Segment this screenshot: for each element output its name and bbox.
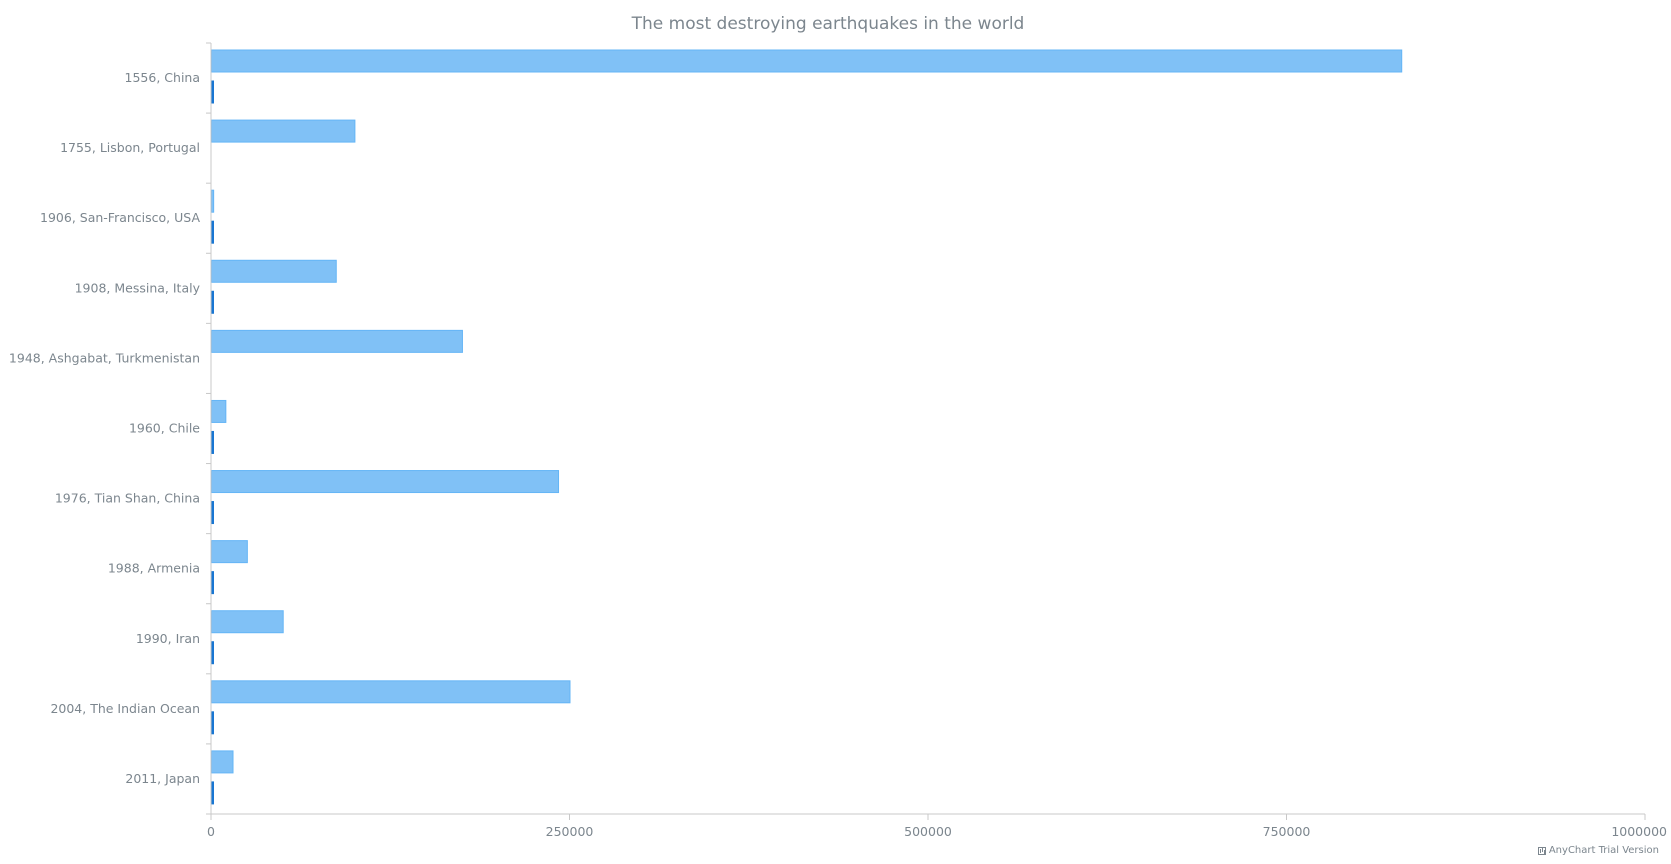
- bar-2-2[interactable]: [211, 220, 214, 244]
- chart-title: The most destroying earthquakes in the w…: [631, 14, 1025, 34]
- bar-1-10[interactable]: [211, 750, 234, 774]
- category-label-2: 1906, San-Francisco, USA: [40, 210, 200, 225]
- bar-1-9[interactable]: [211, 680, 571, 704]
- category-label-7: 1988, Armenia: [108, 561, 200, 576]
- value-tick-label-0: 0: [207, 824, 215, 839]
- category-label-0: 1556, China: [125, 70, 200, 85]
- bars-layer: [211, 49, 1403, 805]
- axis-layer: [206, 42, 1646, 820]
- bar-2-6[interactable]: [211, 501, 214, 525]
- watermark[interactable]: AnyChart Trial Version: [1537, 845, 1659, 856]
- bar-1-3[interactable]: [211, 259, 337, 283]
- value-tick-label-3: 750000: [1263, 824, 1311, 839]
- bar-1-4[interactable]: [211, 329, 463, 353]
- category-label-10: 2011, Japan: [125, 771, 200, 786]
- category-label-8: 1990, Iran: [136, 631, 200, 646]
- category-label-6: 1976, Tian Shan, China: [55, 491, 200, 506]
- category-label-4: 1948, Ashgabat, Turkmenistan: [9, 350, 200, 365]
- bar-1-0[interactable]: [211, 49, 1403, 73]
- watermark-label: AnyChart Trial Version: [1548, 845, 1659, 856]
- bar-2-10[interactable]: [211, 781, 214, 805]
- value-tick-label-4: 1000000: [1611, 824, 1667, 839]
- category-label-9: 2004, The Indian Ocean: [50, 701, 200, 716]
- category-label-1: 1755, Lisbon, Portugal: [60, 140, 200, 155]
- value-tick-label-2: 500000: [904, 824, 952, 839]
- bar-1-6[interactable]: [211, 470, 560, 494]
- bar-2-7[interactable]: [211, 571, 214, 595]
- chart-icon: [1537, 846, 1546, 855]
- value-tick-label-1: 250000: [546, 824, 594, 839]
- bar-2-3[interactable]: [211, 290, 214, 314]
- bar-2-5[interactable]: [211, 430, 214, 454]
- bar-1-7[interactable]: [211, 540, 248, 564]
- bar-1-8[interactable]: [211, 610, 284, 634]
- bar-1-2[interactable]: [211, 189, 215, 213]
- bar-2-8[interactable]: [211, 641, 214, 665]
- bar-1-5[interactable]: [211, 399, 227, 423]
- category-label-5: 1960, Chile: [129, 421, 200, 436]
- bar-1-1[interactable]: [211, 119, 356, 143]
- bar-2-9[interactable]: [211, 711, 214, 735]
- bar-2-0[interactable]: [211, 80, 214, 104]
- category-label-3: 1908, Messina, Italy: [75, 280, 201, 295]
- labels-layer: 1556, China 1755, Lisbon, Portugal 1906, S…: [9, 70, 1667, 839]
